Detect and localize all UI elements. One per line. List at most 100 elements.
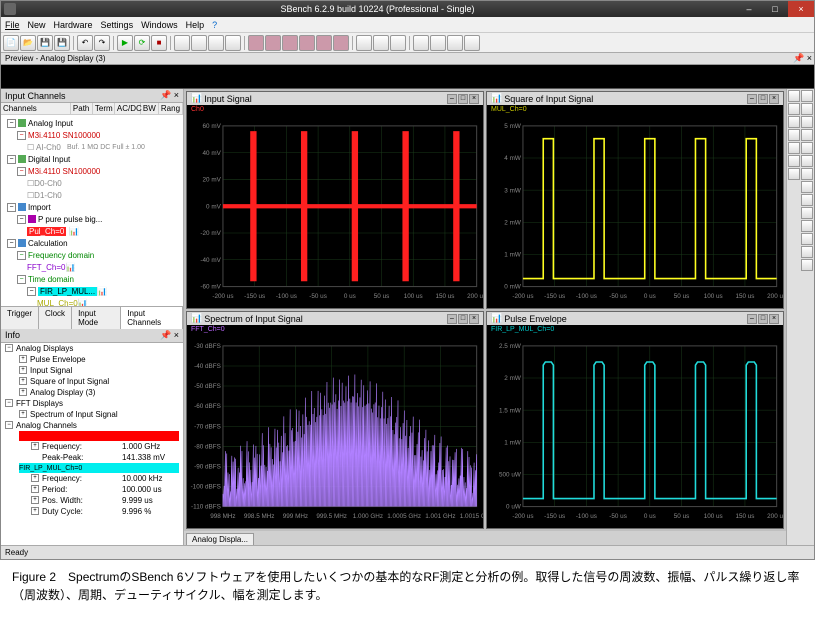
info-pulse-env[interactable]: +Pulse Envelope <box>1 354 183 365</box>
tb-stop[interactable]: ■ <box>151 35 167 51</box>
chart-canvas[interactable]: 5 mW4 mW3 mW2 mW1 mW0 mW-200 us-150 us-1… <box>487 115 783 308</box>
rt-6[interactable] <box>801 155 813 167</box>
tb-b2[interactable] <box>265 35 281 51</box>
info-pin-icon[interactable]: 📌 × <box>160 330 179 341</box>
tree-fft[interactable]: FFT_Ch=0 📊 <box>3 261 181 273</box>
tree-analog-input[interactable]: −Analog Input <box>3 117 181 129</box>
info-fft-displays[interactable]: −FFT Displays <box>1 398 183 409</box>
maximize-button[interactable]: □ <box>762 1 788 17</box>
tb-b4[interactable] <box>299 35 315 51</box>
chart-close-icon[interactable]: × <box>469 314 479 324</box>
chart-max-icon[interactable]: □ <box>758 314 768 324</box>
rt-8[interactable] <box>801 181 813 193</box>
tree-d0[interactable]: ☐ D0-Ch0 <box>3 177 181 189</box>
tab-input-mode[interactable]: Input Mode <box>72 307 121 329</box>
tb-b3[interactable] <box>282 35 298 51</box>
tree-device2[interactable]: −M3i.4110 SN100000 <box>3 165 181 177</box>
tb-d1[interactable] <box>413 35 429 51</box>
chart-max-icon[interactable]: □ <box>458 94 468 104</box>
info-spectrum[interactable]: +Spectrum of Input Signal <box>1 409 183 420</box>
tree-device[interactable]: −M3i.4110 SN100000 <box>3 129 181 141</box>
tb-a2[interactable] <box>191 35 207 51</box>
tree-digital-input[interactable]: −Digital Input <box>3 153 181 165</box>
info-analog-displays[interactable]: −Analog Displays <box>1 343 183 354</box>
tab-clock[interactable]: Clock <box>39 307 72 329</box>
tree-fir[interactable]: −FIR_LP_MUL... 📊 <box>3 285 181 297</box>
chart-close-icon[interactable]: × <box>769 94 779 104</box>
vt-6[interactable] <box>788 155 800 167</box>
rt-12[interactable] <box>801 233 813 245</box>
chart-min-icon[interactable]: – <box>747 94 757 104</box>
tb-b6[interactable] <box>333 35 349 51</box>
tb-undo[interactable]: ↶ <box>77 35 93 51</box>
tb-b1[interactable] <box>248 35 264 51</box>
tb-saveas[interactable]: 💾 <box>54 35 70 51</box>
tree-freq-domain[interactable]: −Frequency domain <box>3 249 181 261</box>
rt-10[interactable] <box>801 207 813 219</box>
rt-1[interactable] <box>801 90 813 102</box>
tb-a1[interactable] <box>174 35 190 51</box>
tab-input-channels[interactable]: Input Channels <box>121 307 183 329</box>
chart-min-icon[interactable]: – <box>747 314 757 324</box>
chart-max-icon[interactable]: □ <box>758 94 768 104</box>
info-analog-channels[interactable]: −Analog Channels <box>1 420 183 431</box>
tree-pulse[interactable]: −P pure pulse big... <box>3 213 181 225</box>
chart-canvas[interactable]: 60 mV40 mV20 mV0 mV-20 mV-40 mV-60 mV-20… <box>187 115 483 308</box>
menu-settings[interactable]: Settings <box>101 20 134 30</box>
tree-ai-ch0[interactable]: ☐ AI-Ch0Buf. 1 MΩ DC Full ± 1.00 <box>3 141 181 153</box>
vt-5[interactable] <box>788 142 800 154</box>
rt-5[interactable] <box>801 142 813 154</box>
info-sq-input[interactable]: +Square of Input Signal <box>1 376 183 387</box>
tb-c3[interactable] <box>390 35 406 51</box>
chart-min-icon[interactable]: – <box>447 314 457 324</box>
rt-3[interactable] <box>801 116 813 128</box>
chart-close-icon[interactable]: × <box>469 94 479 104</box>
chart-canvas[interactable]: 2.5 mW2 mW1.5 mW1 mW500 uW0 uW-200 us-15… <box>487 335 783 528</box>
vt-7[interactable] <box>788 168 800 180</box>
tb-redo[interactable]: ↷ <box>94 35 110 51</box>
menu-windows[interactable]: Windows <box>141 20 178 30</box>
chart-min-icon[interactable]: – <box>447 94 457 104</box>
info-analog-disp3[interactable]: +Analog Display (3) <box>1 387 183 398</box>
tree-time-domain[interactable]: −Time domain <box>3 273 181 285</box>
rt-7[interactable] <box>801 168 813 180</box>
tb-a4[interactable] <box>225 35 241 51</box>
tb-d4[interactable] <box>464 35 480 51</box>
vt-3[interactable] <box>788 116 800 128</box>
menu-file[interactable]: File <box>5 20 20 30</box>
tb-run[interactable]: ▶ <box>117 35 133 51</box>
rt-2[interactable] <box>801 103 813 115</box>
tb-save[interactable]: 💾 <box>37 35 53 51</box>
tree-calc[interactable]: −Calculation <box>3 237 181 249</box>
chart-canvas[interactable]: -30 dBFS-40 dBFS-50 dBFS-60 dBFS-70 dBFS… <box>187 335 483 528</box>
tb-open[interactable]: 📂 <box>20 35 36 51</box>
menu-hardware[interactable]: Hardware <box>54 20 93 30</box>
rt-11[interactable] <box>801 220 813 232</box>
rt-14[interactable] <box>801 259 813 271</box>
vt-1[interactable] <box>788 90 800 102</box>
menu-new[interactable]: New <box>28 20 46 30</box>
chart-close-icon[interactable]: × <box>769 314 779 324</box>
tb-d3[interactable] <box>447 35 463 51</box>
rt-13[interactable] <box>801 246 813 258</box>
tb-d2[interactable] <box>430 35 446 51</box>
display-tab[interactable]: Analog Displa... <box>186 533 254 545</box>
rt-4[interactable] <box>801 129 813 141</box>
tb-new[interactable]: 📄 <box>3 35 19 51</box>
tree-import[interactable]: −Import <box>3 201 181 213</box>
info-input-sig[interactable]: +Input Signal <box>1 365 183 376</box>
vt-4[interactable] <box>788 129 800 141</box>
close-button[interactable]: × <box>788 1 814 17</box>
tb-a3[interactable] <box>208 35 224 51</box>
tb-b5[interactable] <box>316 35 332 51</box>
tree-pul-ch0[interactable]: Pul_Ch=0📊 <box>3 225 181 237</box>
tb-c2[interactable] <box>373 35 389 51</box>
help-icon[interactable]: ? <box>212 20 217 30</box>
vt-2[interactable] <box>788 103 800 115</box>
panel-pin-icon[interactable]: 📌 × <box>160 90 179 101</box>
menu-help[interactable]: Help <box>186 20 205 30</box>
minimize-button[interactable]: – <box>736 1 762 17</box>
tb-c1[interactable] <box>356 35 372 51</box>
tb-runloop[interactable]: ⟳ <box>134 35 150 51</box>
tree-d1[interactable]: ☐ D1-Ch0 <box>3 189 181 201</box>
